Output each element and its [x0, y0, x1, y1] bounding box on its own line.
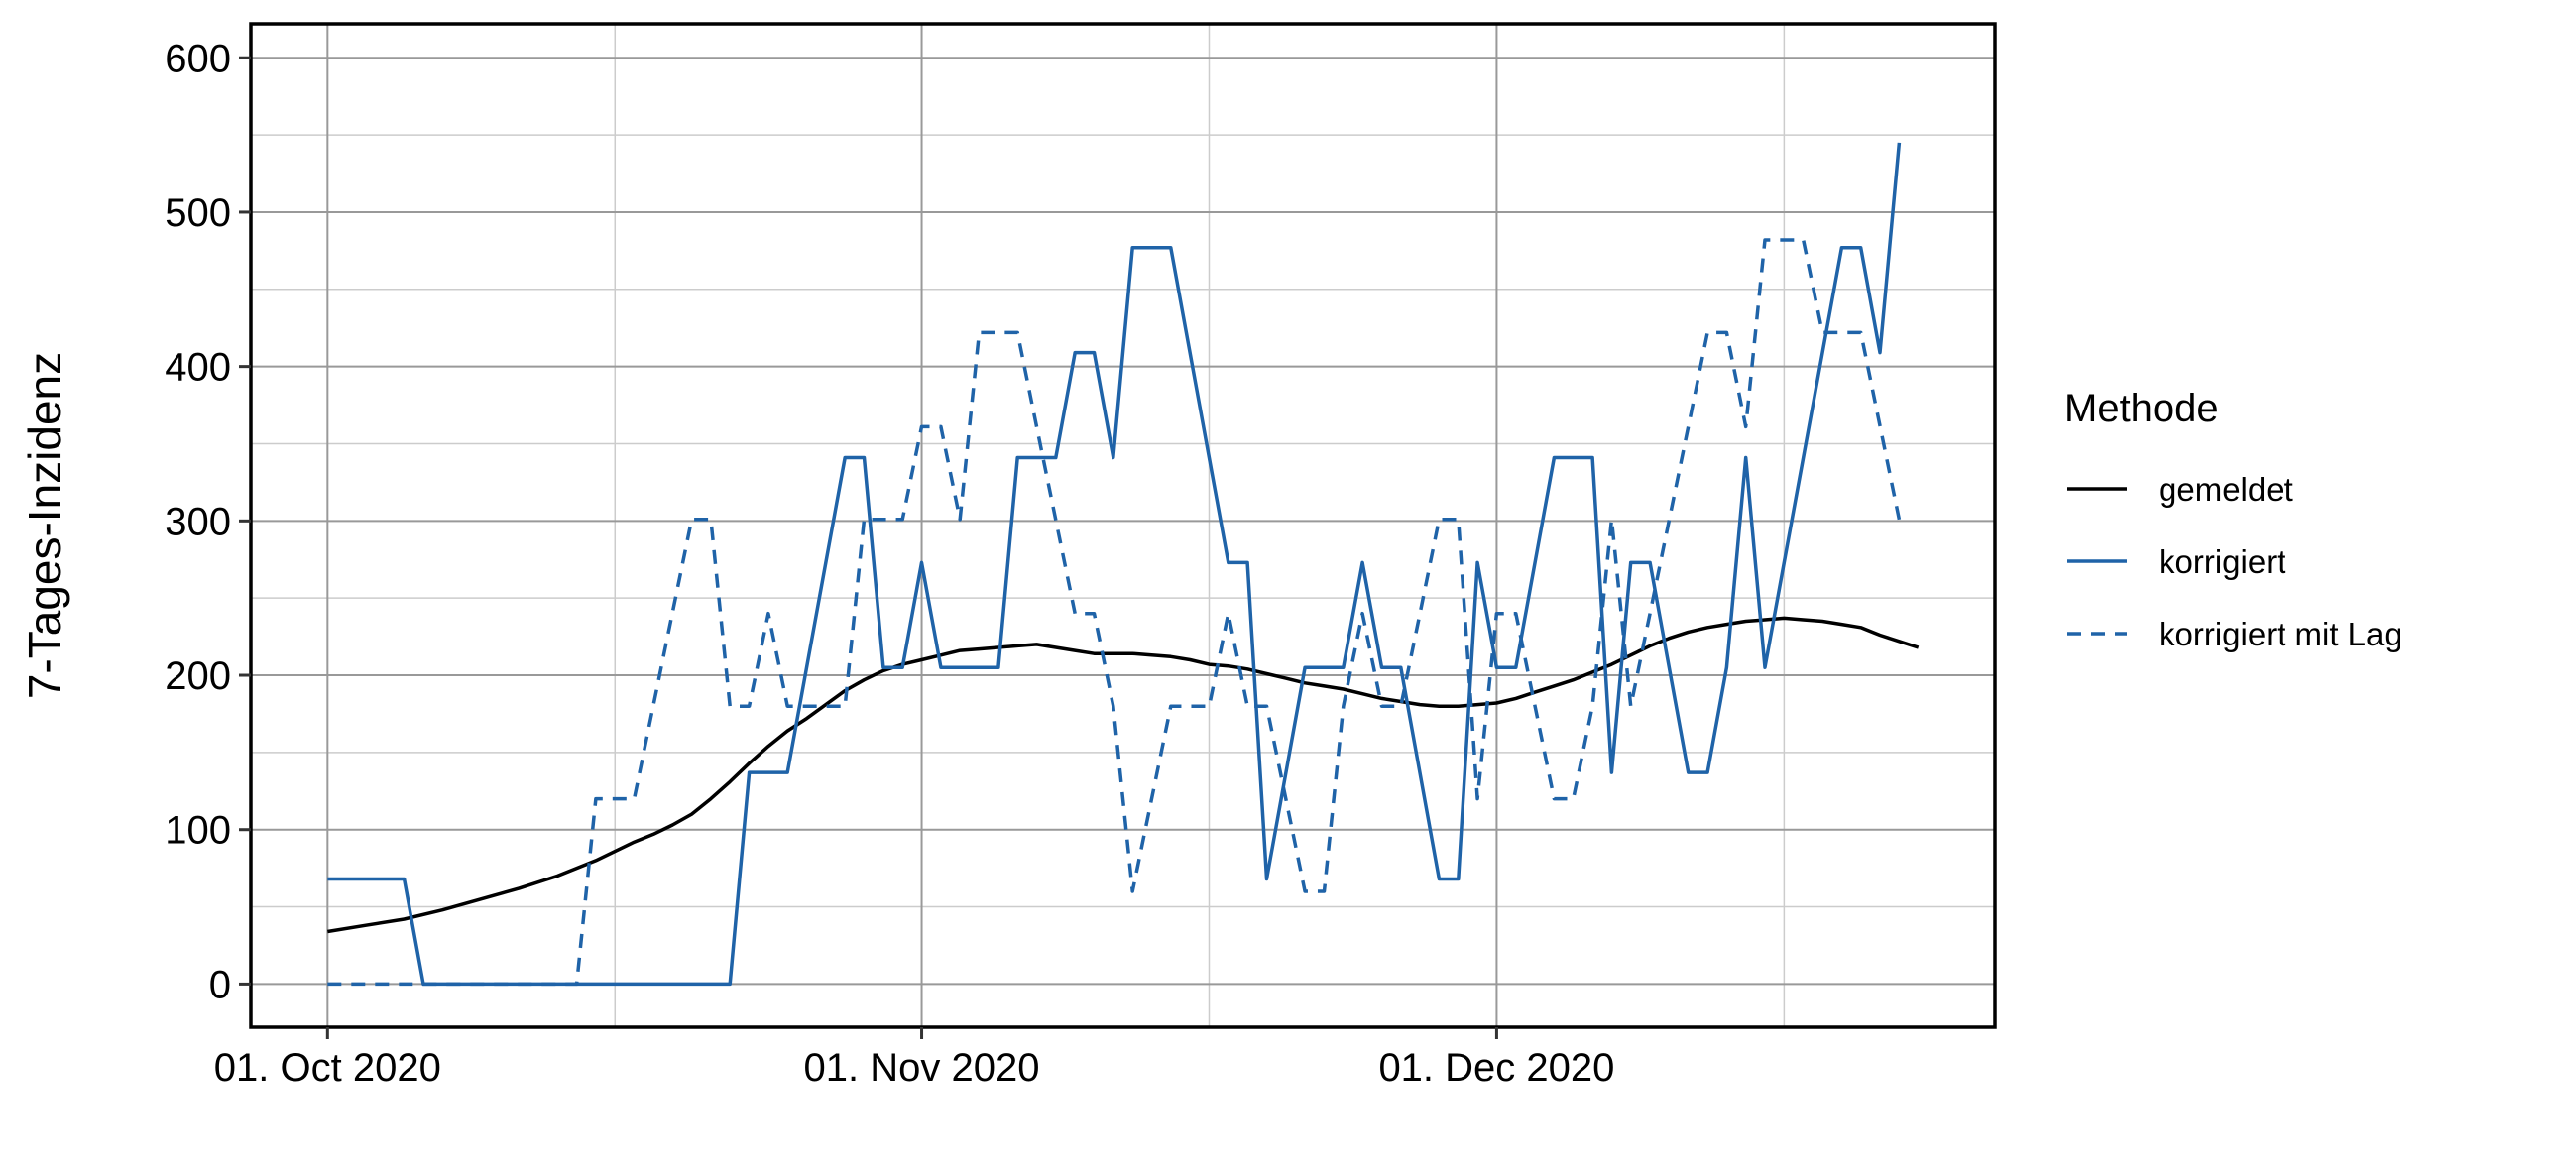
y-tick-label: 500 [165, 191, 231, 235]
x-tick-label: 01. Nov 2020 [804, 1046, 1040, 1090]
legend-item: korrigiert [2067, 543, 2285, 580]
y-axis-title: 7-Tages-Inzidenz [19, 352, 70, 699]
legend-label: korrigiert mit Lag [2159, 616, 2402, 652]
legend-label: korrigiert [2159, 543, 2285, 580]
series-line-gemeldet [327, 616, 1920, 934]
y-axis: 0 100 200 300 400 500 600 [165, 37, 251, 1006]
plot-panel-border [249, 22, 1997, 1029]
minor-x-gridlines [614, 24, 1786, 1027]
x-axis: 01. Oct 2020 01. Nov 2020 01. Dec 2020 [214, 1027, 1614, 1090]
legend-item: gemeldet [2067, 471, 2293, 508]
legend-item: korrigiert mit Lag [2067, 616, 2402, 652]
legend-items: gemeldet korrigiert korrigiert mit Lag [2067, 471, 2402, 652]
series-line-korrigiert [327, 142, 1902, 987]
y-tick-label: 600 [165, 37, 231, 80]
legend-title: Methode [2064, 387, 2219, 430]
y-tick-label: 0 [209, 963, 231, 1006]
x-tick-label: 01. Oct 2020 [214, 1046, 441, 1090]
legend-label: gemeldet [2159, 471, 2293, 508]
y-tick-label: 200 [165, 654, 231, 698]
legend: Methode gemeldet korrigiert korrigiert mit… [2064, 387, 2402, 652]
y-tick-label: 400 [165, 346, 231, 390]
y-tick-label: 300 [165, 500, 231, 543]
y-tick-label: 100 [165, 809, 231, 853]
series-layer [327, 142, 1920, 987]
minor-y-gridlines [251, 134, 1995, 908]
series-line-korrigiert-mit-lag [327, 238, 1902, 987]
x-tick-label: 01. Dec 2020 [1378, 1046, 1614, 1090]
major-x-gridlines [326, 24, 1498, 1027]
